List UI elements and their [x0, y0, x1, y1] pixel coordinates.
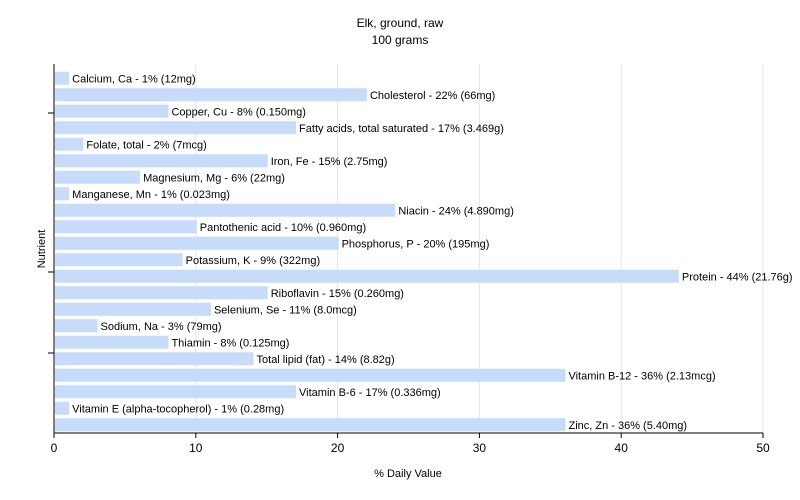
- bar-label: Folate, total - 2% (7mcg): [86, 139, 206, 151]
- bars: Calcium, Ca - 1% (12mg) Cholesterol - 22%…: [55, 71, 793, 432]
- x-axis-label: % Daily Value: [374, 468, 442, 480]
- bar: [55, 253, 183, 267]
- bar-label: Copper, Cu - 8% (0.150mg): [171, 106, 306, 118]
- bar: [55, 385, 297, 399]
- bar: [55, 187, 70, 201]
- bar: [55, 170, 141, 184]
- x-tick-label: 50: [756, 441, 770, 455]
- bar-label: Cholesterol - 22% (66mg): [370, 90, 495, 102]
- x-tick-label: 20: [331, 441, 345, 455]
- bar: [55, 121, 297, 135]
- x-tick-label: 10: [189, 441, 203, 455]
- y-axis-label: Nutrient: [36, 230, 48, 269]
- chart-subtitle: 100 grams: [372, 33, 429, 47]
- axes: [48, 64, 763, 434]
- bar: [55, 368, 566, 382]
- bar: [55, 319, 98, 333]
- bar: [55, 71, 70, 85]
- bar-label: Potassium, K - 9% (322mg): [186, 255, 321, 267]
- bar-label: Total lipid (fat) - 14% (8.82g): [257, 354, 395, 366]
- bar-label: Riboflavin - 15% (0.260mg): [271, 288, 404, 300]
- bar: [55, 352, 254, 366]
- bar-label: Iron, Fe - 15% (2.75mg): [271, 156, 388, 168]
- bar: [55, 269, 679, 283]
- chart-title: Elk, ground, raw: [357, 16, 444, 30]
- bar: [55, 286, 268, 300]
- bar-label: Vitamin B-12 - 36% (2.13mcg): [568, 370, 715, 382]
- bar: [55, 335, 169, 349]
- bar-label: Sodium, Na - 3% (79mg): [101, 321, 222, 333]
- bar-label: Fatty acids, total saturated - 17% (3.46…: [299, 123, 504, 135]
- x-tick-label: 40: [615, 441, 629, 455]
- bar-label: Calcium, Ca - 1% (12mg): [72, 73, 195, 85]
- bar-label: Manganese, Mn - 1% (0.023mg): [72, 189, 230, 201]
- bar: [55, 401, 70, 415]
- bar-label: Protein - 44% (21.76g): [682, 271, 793, 283]
- bar: [55, 104, 169, 118]
- bar: [55, 88, 367, 102]
- bar-label: Pantothenic acid - 10% (0.960mg): [200, 222, 366, 234]
- bar: [55, 220, 197, 234]
- bar-label: Magnesium, Mg - 6% (22mg): [143, 172, 285, 184]
- x-ticks: 0 10 20 30 40 50: [51, 433, 770, 455]
- bar-label: Zinc, Zn - 36% (5.40mg): [568, 420, 687, 432]
- bar: [55, 154, 268, 168]
- x-tick-label: 30: [473, 441, 487, 455]
- bar: [55, 236, 339, 250]
- bar-label: Vitamin B-6 - 17% (0.336mg): [299, 387, 441, 399]
- bar-label: Thiamin - 8% (0.125mg): [171, 337, 289, 349]
- bar-label: Selenium, Se - 11% (8.0mcg): [214, 304, 357, 316]
- bar-label: Niacin - 24% (4.890mg): [398, 205, 514, 217]
- bar: [55, 302, 211, 316]
- bar: [55, 418, 566, 432]
- bar: [55, 137, 84, 151]
- bar-label: Phosphorus, P - 20% (195mg): [342, 238, 490, 250]
- bar-label: Vitamin E (alpha-tocopherol) - 1% (0.28m…: [72, 403, 284, 415]
- bar: [55, 203, 396, 217]
- x-tick-label: 0: [51, 441, 58, 455]
